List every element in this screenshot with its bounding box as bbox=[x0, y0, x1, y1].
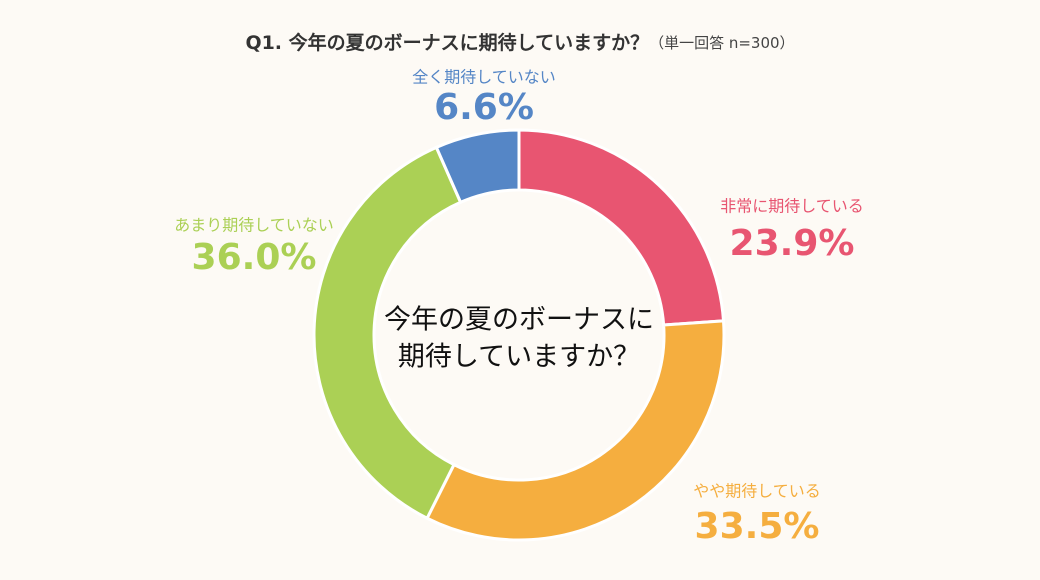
category-label: 全く期待していない bbox=[412, 68, 556, 87]
value-label: 6.6% bbox=[434, 87, 534, 128]
category-label: あまり期待していない bbox=[174, 216, 334, 235]
chart-title: Q1. 今年の夏のボーナスに期待していますか？（単一回答 n=300） bbox=[245, 31, 794, 54]
donut-segment bbox=[434, 128, 521, 205]
center-text: 期待していますか？ bbox=[398, 342, 640, 373]
title: Q1. 今年の夏のボーナスに期待していますか？ bbox=[245, 31, 649, 54]
center-text: 今年の夏のボーナスに bbox=[384, 305, 654, 336]
value-label: 33.5% bbox=[695, 506, 820, 547]
subtitle: （単一回答 n=300） bbox=[649, 34, 794, 52]
category-label: 非常に期待している bbox=[720, 197, 864, 216]
category-label: やや期待している bbox=[693, 482, 821, 501]
value-label: 36.0% bbox=[192, 237, 317, 278]
donut-segment bbox=[312, 145, 463, 521]
value-label: 23.9% bbox=[730, 223, 855, 264]
donut-segment bbox=[425, 319, 726, 542]
